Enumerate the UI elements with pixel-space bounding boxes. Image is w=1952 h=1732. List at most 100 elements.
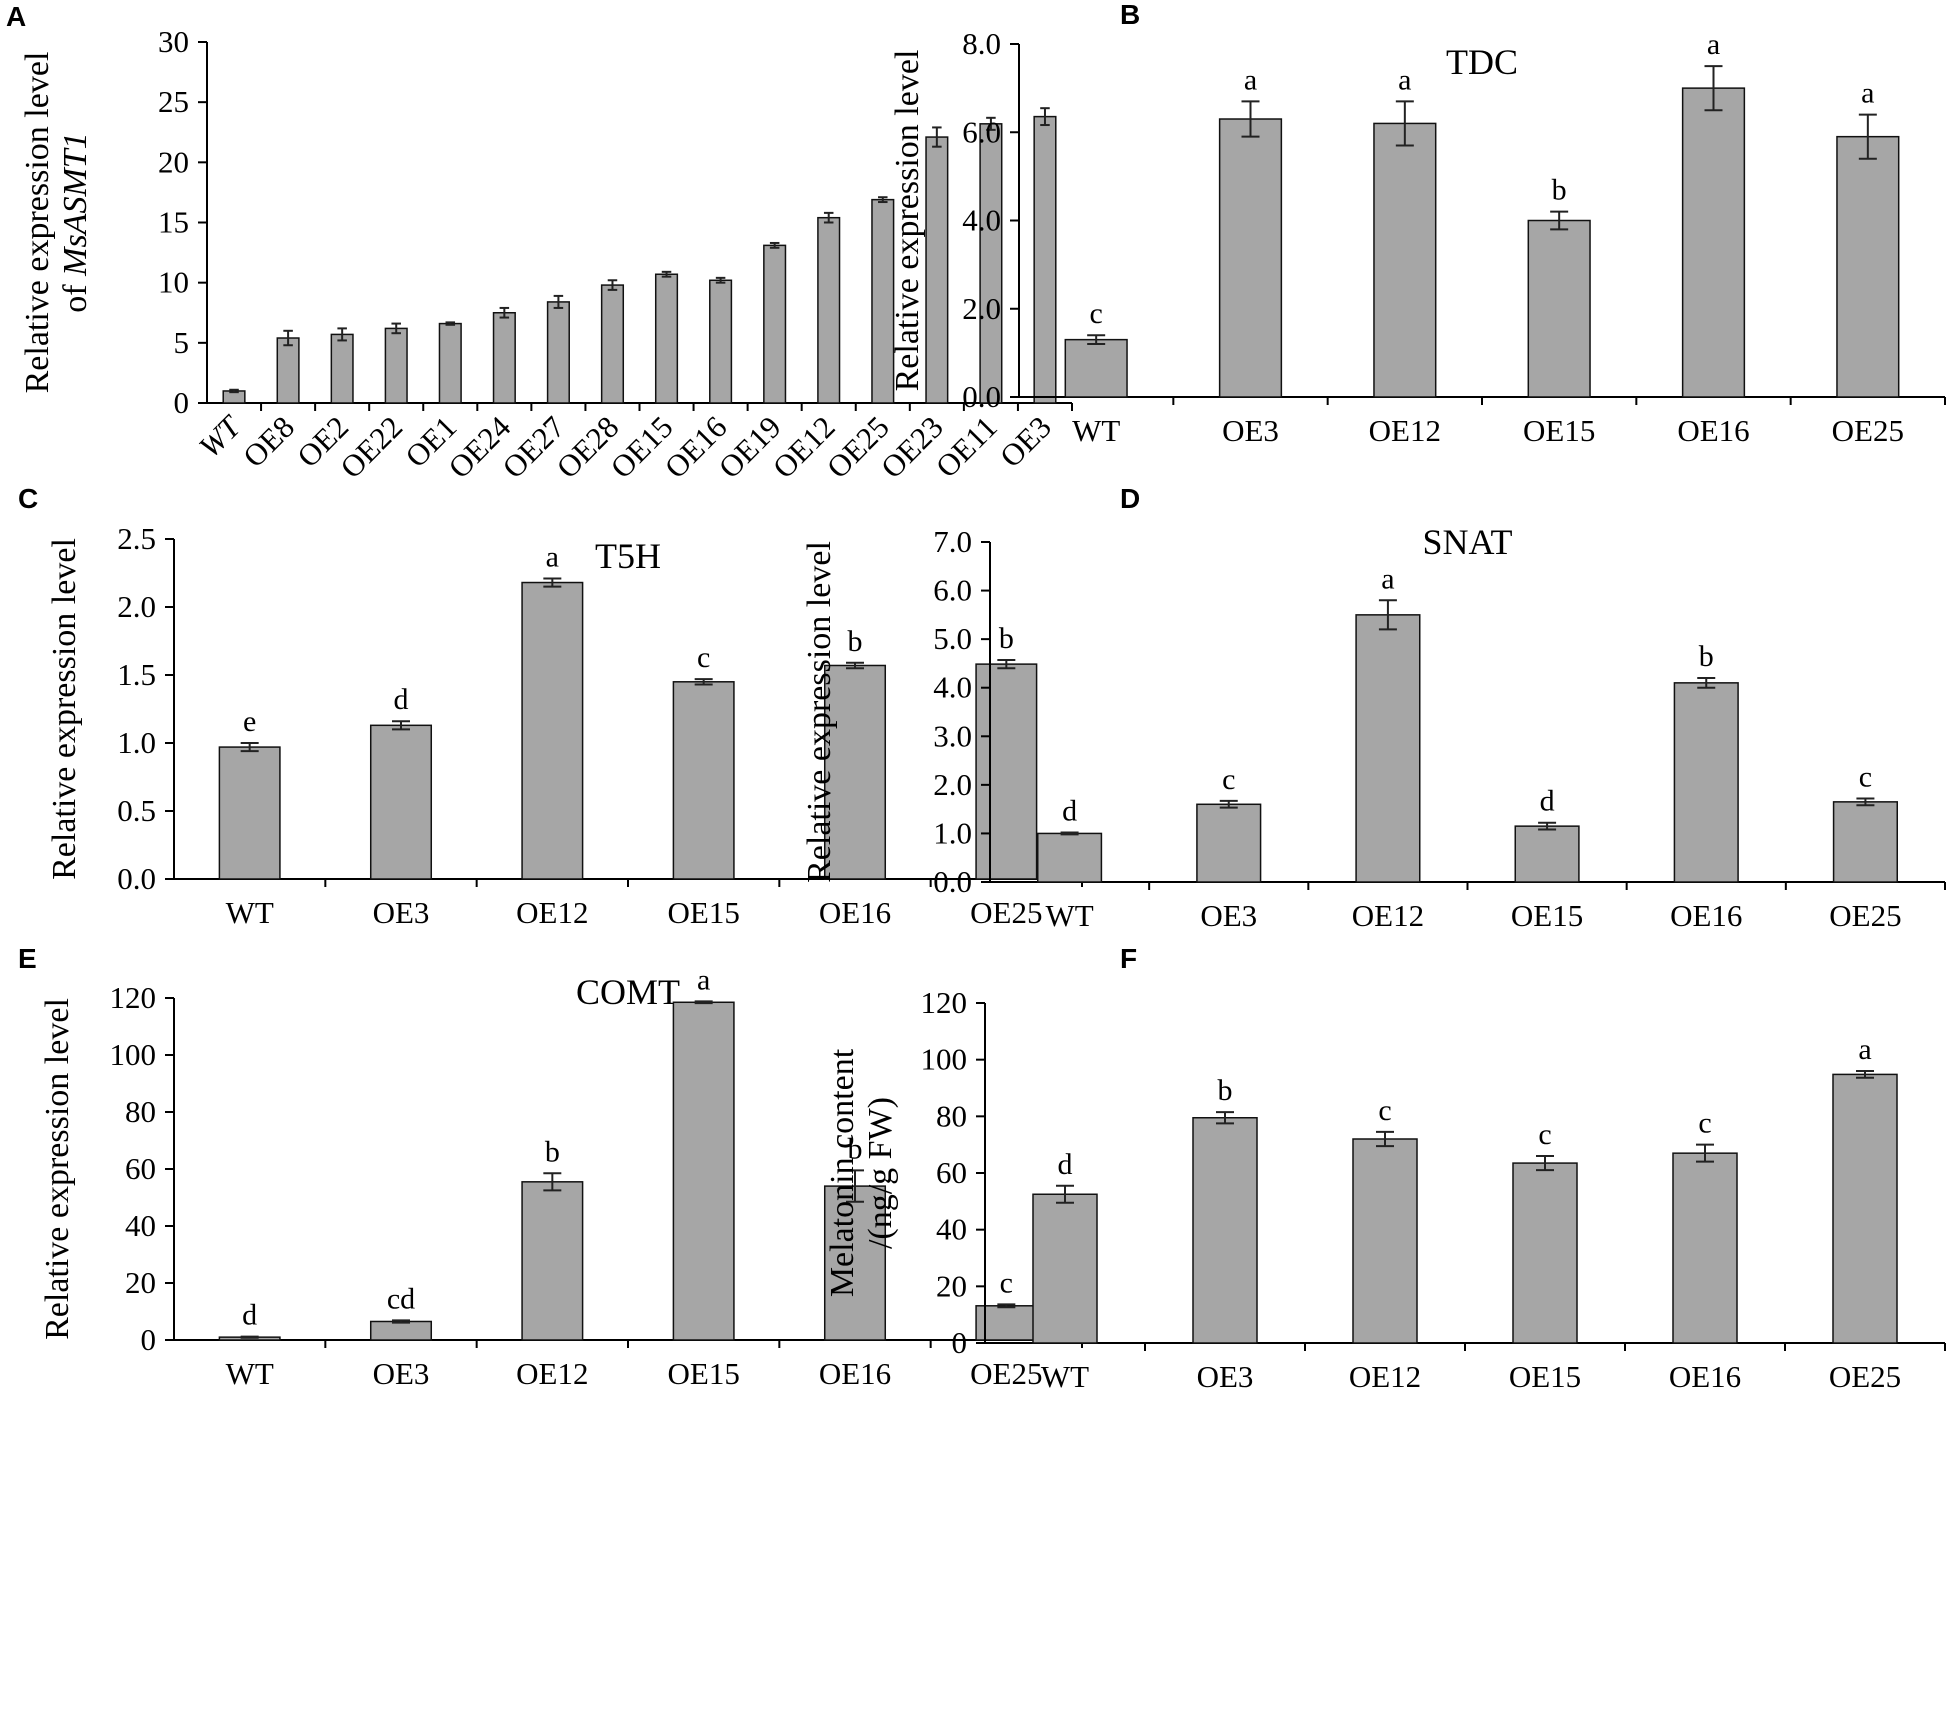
x-tick-label: OE12: [1352, 898, 1424, 933]
x-tick-label: OE25: [1832, 413, 1904, 448]
y-tick-label: 7.0: [933, 524, 972, 559]
x-tick-label: OE25: [1829, 898, 1901, 933]
y-axis-label: Relative expression level: [19, 52, 56, 394]
bar: [1196, 803, 1262, 883]
x-tick-label: OE12: [516, 1356, 588, 1391]
bar: [823, 1185, 887, 1341]
bar: [438, 322, 462, 404]
y-tick-label: 20: [125, 1265, 156, 1300]
bar: [654, 273, 679, 404]
x-tick-label: OE8: [236, 409, 301, 474]
x-tick-label: OE12: [1349, 1359, 1421, 1394]
significance-letter: b: [1218, 1074, 1233, 1107]
x-tick-label: WT: [226, 1356, 274, 1391]
x-tick-label: OE3: [1200, 898, 1257, 933]
bar: [1527, 219, 1591, 398]
bar: [1514, 825, 1580, 883]
bar: [1218, 118, 1283, 398]
significance-letter: c: [1698, 1107, 1711, 1140]
y-tick-label: 120: [921, 985, 968, 1020]
significance-letter: c: [1090, 297, 1103, 330]
significance-letter: c: [1378, 1094, 1391, 1127]
bar: [1832, 801, 1899, 883]
y-axis-label-line2: /(ng/g FW): [862, 1097, 899, 1249]
bar: [369, 724, 433, 880]
y-tick-label: 2.0: [117, 589, 156, 624]
y-axis-label: Melatonin content: [824, 1048, 861, 1297]
bar: [330, 333, 354, 404]
y-tick-label: 0: [952, 1325, 968, 1360]
panel-letter: F: [1120, 943, 1137, 974]
y-tick-label: 100: [110, 1037, 157, 1072]
y-axis-label-gene: MsASMT1: [57, 132, 94, 277]
bar: [384, 327, 408, 404]
significance-letter: d: [394, 683, 409, 716]
x-tick-label: OE25: [820, 409, 896, 485]
significance-letter: e: [243, 705, 256, 738]
x-tick-label: OE15: [1511, 898, 1583, 933]
y-tick-label: 5.0: [933, 621, 972, 656]
significance-letter: a: [697, 963, 710, 996]
y-tick-label: 2.5: [117, 521, 156, 556]
x-tick-label: OE16: [658, 409, 734, 485]
panel-e: E COMT 0 20 40 60 80 100 120 Relative expression …: [18, 943, 1083, 1391]
bar: [1672, 1152, 1738, 1344]
y-tick-label: 1.5: [117, 657, 156, 692]
x-tick-label: OE25: [1829, 1359, 1901, 1394]
chart-title: T5H: [595, 536, 661, 576]
significance-letter: b: [999, 622, 1014, 655]
bar: [1681, 87, 1746, 398]
y-tick-label: 0: [174, 385, 190, 420]
panel-letter: C: [18, 483, 38, 514]
bar: [1192, 1117, 1258, 1344]
panel-b: B TDC 0.0 2.0 4.0 6.0 8.0 Relative expression l…: [889, 0, 1946, 448]
panel-letter: D: [1120, 483, 1140, 514]
y-tick-label: 60: [936, 1155, 967, 1190]
x-tick-label: OE3: [1222, 413, 1279, 448]
y-axis-label: Relative expression level: [801, 541, 838, 883]
x-tick-label: OE12: [1369, 413, 1441, 448]
y-tick-label: 6.0: [962, 114, 1001, 149]
significance-letter: a: [1858, 1033, 1871, 1066]
significance-letter: d: [1058, 1148, 1073, 1181]
x-tick-label: OE16: [1677, 413, 1749, 448]
x-tick-label: WT: [1045, 898, 1093, 933]
x-tick-label: OE15: [668, 1356, 740, 1391]
x-tick-label: OE23: [874, 409, 950, 485]
bar: [1033, 115, 1057, 404]
x-tick-label: OE15: [1509, 1359, 1581, 1394]
chart-title: SNAT: [1422, 522, 1512, 562]
bar: [369, 1320, 433, 1341]
y-tick-label: 100: [921, 1042, 968, 1077]
bar: [1673, 682, 1739, 883]
x-tick-label: OE15: [1523, 413, 1595, 448]
x-tick-label: OE12: [766, 409, 842, 485]
chart-title: TDC: [1446, 42, 1518, 82]
y-tick-label: 2.0: [933, 767, 972, 802]
y-tick-label: 0: [141, 1322, 157, 1357]
y-tick-label: 2.0: [962, 291, 1001, 326]
y-tick-label: 25: [158, 84, 189, 119]
bar: [817, 216, 841, 404]
x-tick-label: OE25: [970, 1356, 1042, 1391]
significance-letter: b: [545, 1135, 560, 1168]
y-tick-label: 40: [936, 1212, 967, 1247]
panel-letter: A: [6, 1, 26, 32]
y-tick-label: 4.0: [933, 670, 972, 705]
bar: [521, 581, 584, 880]
x-tick-label: OE16: [1670, 898, 1742, 933]
significance-letter: a: [1861, 77, 1874, 110]
y-tick-label: 3.0: [933, 718, 972, 753]
y-tick-label: 120: [110, 980, 157, 1015]
y-tick-label: 0.0: [962, 379, 1001, 414]
bar: [823, 664, 887, 880]
significance-letter: d: [242, 1299, 257, 1332]
significance-letter: c: [1000, 1266, 1013, 1299]
y-tick-label: 0.5: [117, 793, 156, 828]
y-tick-label: 60: [125, 1151, 156, 1186]
x-tick-label: OE3: [1197, 1359, 1254, 1394]
y-tick-label: 80: [936, 1098, 967, 1133]
significance-letter: a: [546, 540, 559, 573]
x-tick-label: WT: [226, 895, 274, 930]
bar: [1373, 122, 1437, 398]
